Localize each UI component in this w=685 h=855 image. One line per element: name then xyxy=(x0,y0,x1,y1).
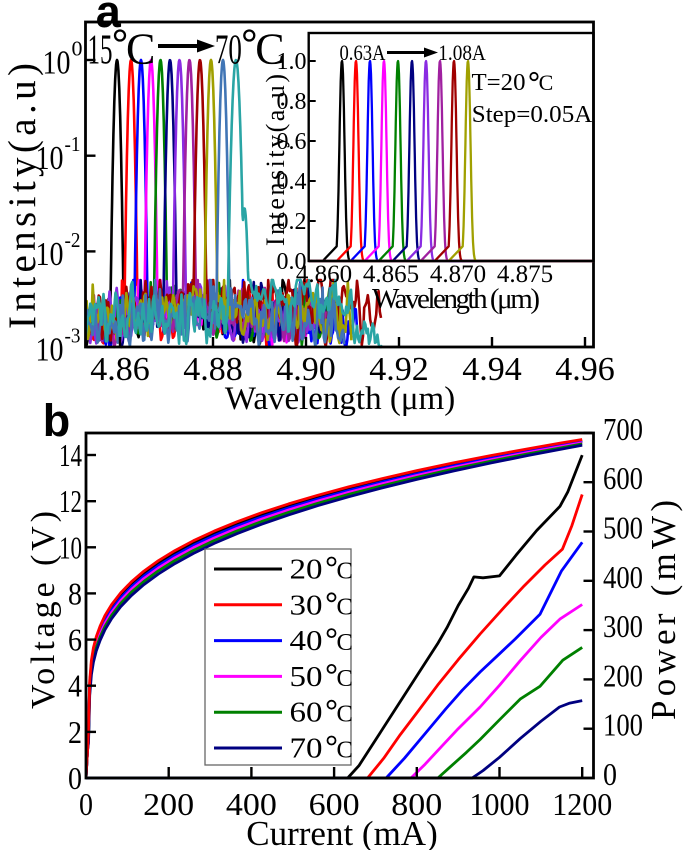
svg-text:C: C xyxy=(337,629,353,656)
svg-text:4.96: 4.96 xyxy=(555,351,615,388)
svg-text:15: 15 xyxy=(88,28,113,74)
svg-text:0.0: 0.0 xyxy=(277,249,307,275)
svg-text:b: b xyxy=(43,395,70,446)
svg-text:Step=0.05A: Step=0.05A xyxy=(472,101,593,128)
svg-text:40: 40 xyxy=(290,626,323,657)
svg-text:0.6: 0.6 xyxy=(277,129,307,155)
svg-text:-2: -2 xyxy=(65,228,81,252)
svg-text:1000: 1000 xyxy=(470,786,530,822)
svg-text:-1: -1 xyxy=(65,132,81,156)
svg-text:Voltage (V): Voltage (V) xyxy=(25,511,62,709)
svg-text:30: 30 xyxy=(290,590,323,621)
svg-text:10: 10 xyxy=(36,140,64,177)
svg-text:1200: 1200 xyxy=(552,786,612,822)
svg-text:4.865: 4.865 xyxy=(363,261,419,288)
svg-text:600: 600 xyxy=(309,786,360,822)
svg-text:200: 200 xyxy=(143,786,194,822)
svg-text:C: C xyxy=(337,737,353,764)
svg-text:500: 500 xyxy=(603,510,643,546)
svg-text:10: 10 xyxy=(36,332,64,369)
svg-text:T=20: T=20 xyxy=(472,70,526,96)
svg-text:0.4: 0.4 xyxy=(277,169,307,195)
svg-text:700: 700 xyxy=(603,411,643,447)
svg-text:100: 100 xyxy=(603,707,643,743)
svg-text:2: 2 xyxy=(68,714,82,750)
svg-text:1.08A: 1.08A xyxy=(438,40,486,65)
svg-text:10: 10 xyxy=(59,529,82,565)
svg-text:1.0: 1.0 xyxy=(277,49,307,75)
svg-text:400: 400 xyxy=(226,786,277,822)
svg-text:4.88: 4.88 xyxy=(183,351,243,388)
svg-text:70: 70 xyxy=(290,734,323,765)
svg-text:400: 400 xyxy=(603,559,643,595)
svg-text:70: 70 xyxy=(215,28,242,74)
svg-text:4.875: 4.875 xyxy=(497,261,553,288)
svg-text:4.86: 4.86 xyxy=(90,351,150,388)
svg-text:0: 0 xyxy=(79,786,93,822)
svg-text:8: 8 xyxy=(68,575,82,611)
svg-text:0.63A: 0.63A xyxy=(340,40,387,65)
svg-text:0: 0 xyxy=(72,37,83,61)
svg-text:C: C xyxy=(126,25,155,74)
svg-text:50: 50 xyxy=(290,662,323,693)
svg-text:C: C xyxy=(337,665,353,692)
svg-text:Wavelength (μm): Wavelength (μm) xyxy=(225,381,455,417)
svg-text:4.94: 4.94 xyxy=(462,351,522,388)
svg-text:4: 4 xyxy=(68,668,82,704)
svg-text:60: 60 xyxy=(290,698,323,729)
svg-text:C: C xyxy=(255,25,284,74)
svg-text:4.860: 4.860 xyxy=(296,261,352,288)
svg-text:0: 0 xyxy=(68,760,82,796)
svg-text:300: 300 xyxy=(603,608,643,644)
svg-text:4.92: 4.92 xyxy=(369,351,429,388)
svg-text:800: 800 xyxy=(391,786,442,822)
svg-text:C: C xyxy=(539,70,554,95)
svg-text:600: 600 xyxy=(603,460,643,496)
svg-text:0.8: 0.8 xyxy=(277,89,307,115)
svg-text:Current (mA): Current (mA) xyxy=(246,814,437,850)
svg-text:14: 14 xyxy=(59,437,82,473)
svg-text:C: C xyxy=(337,593,353,620)
svg-text:C: C xyxy=(337,701,353,728)
svg-text:C: C xyxy=(337,558,353,585)
svg-text:10: 10 xyxy=(43,45,71,82)
svg-text:6: 6 xyxy=(68,622,82,658)
svg-text:Power (mW): Power (mW) xyxy=(644,500,683,720)
svg-text:20: 20 xyxy=(290,555,323,586)
svg-text:0.2: 0.2 xyxy=(277,209,307,235)
svg-text:12: 12 xyxy=(59,483,82,519)
svg-text:0: 0 xyxy=(603,756,617,792)
svg-text:4.90: 4.90 xyxy=(276,351,336,388)
svg-text:10: 10 xyxy=(36,236,64,273)
svg-text:4.870: 4.870 xyxy=(430,261,486,288)
svg-text:-3: -3 xyxy=(65,324,81,348)
svg-text:Wavelength (μm): Wavelength (μm) xyxy=(372,283,540,315)
svg-text:200: 200 xyxy=(603,657,643,693)
